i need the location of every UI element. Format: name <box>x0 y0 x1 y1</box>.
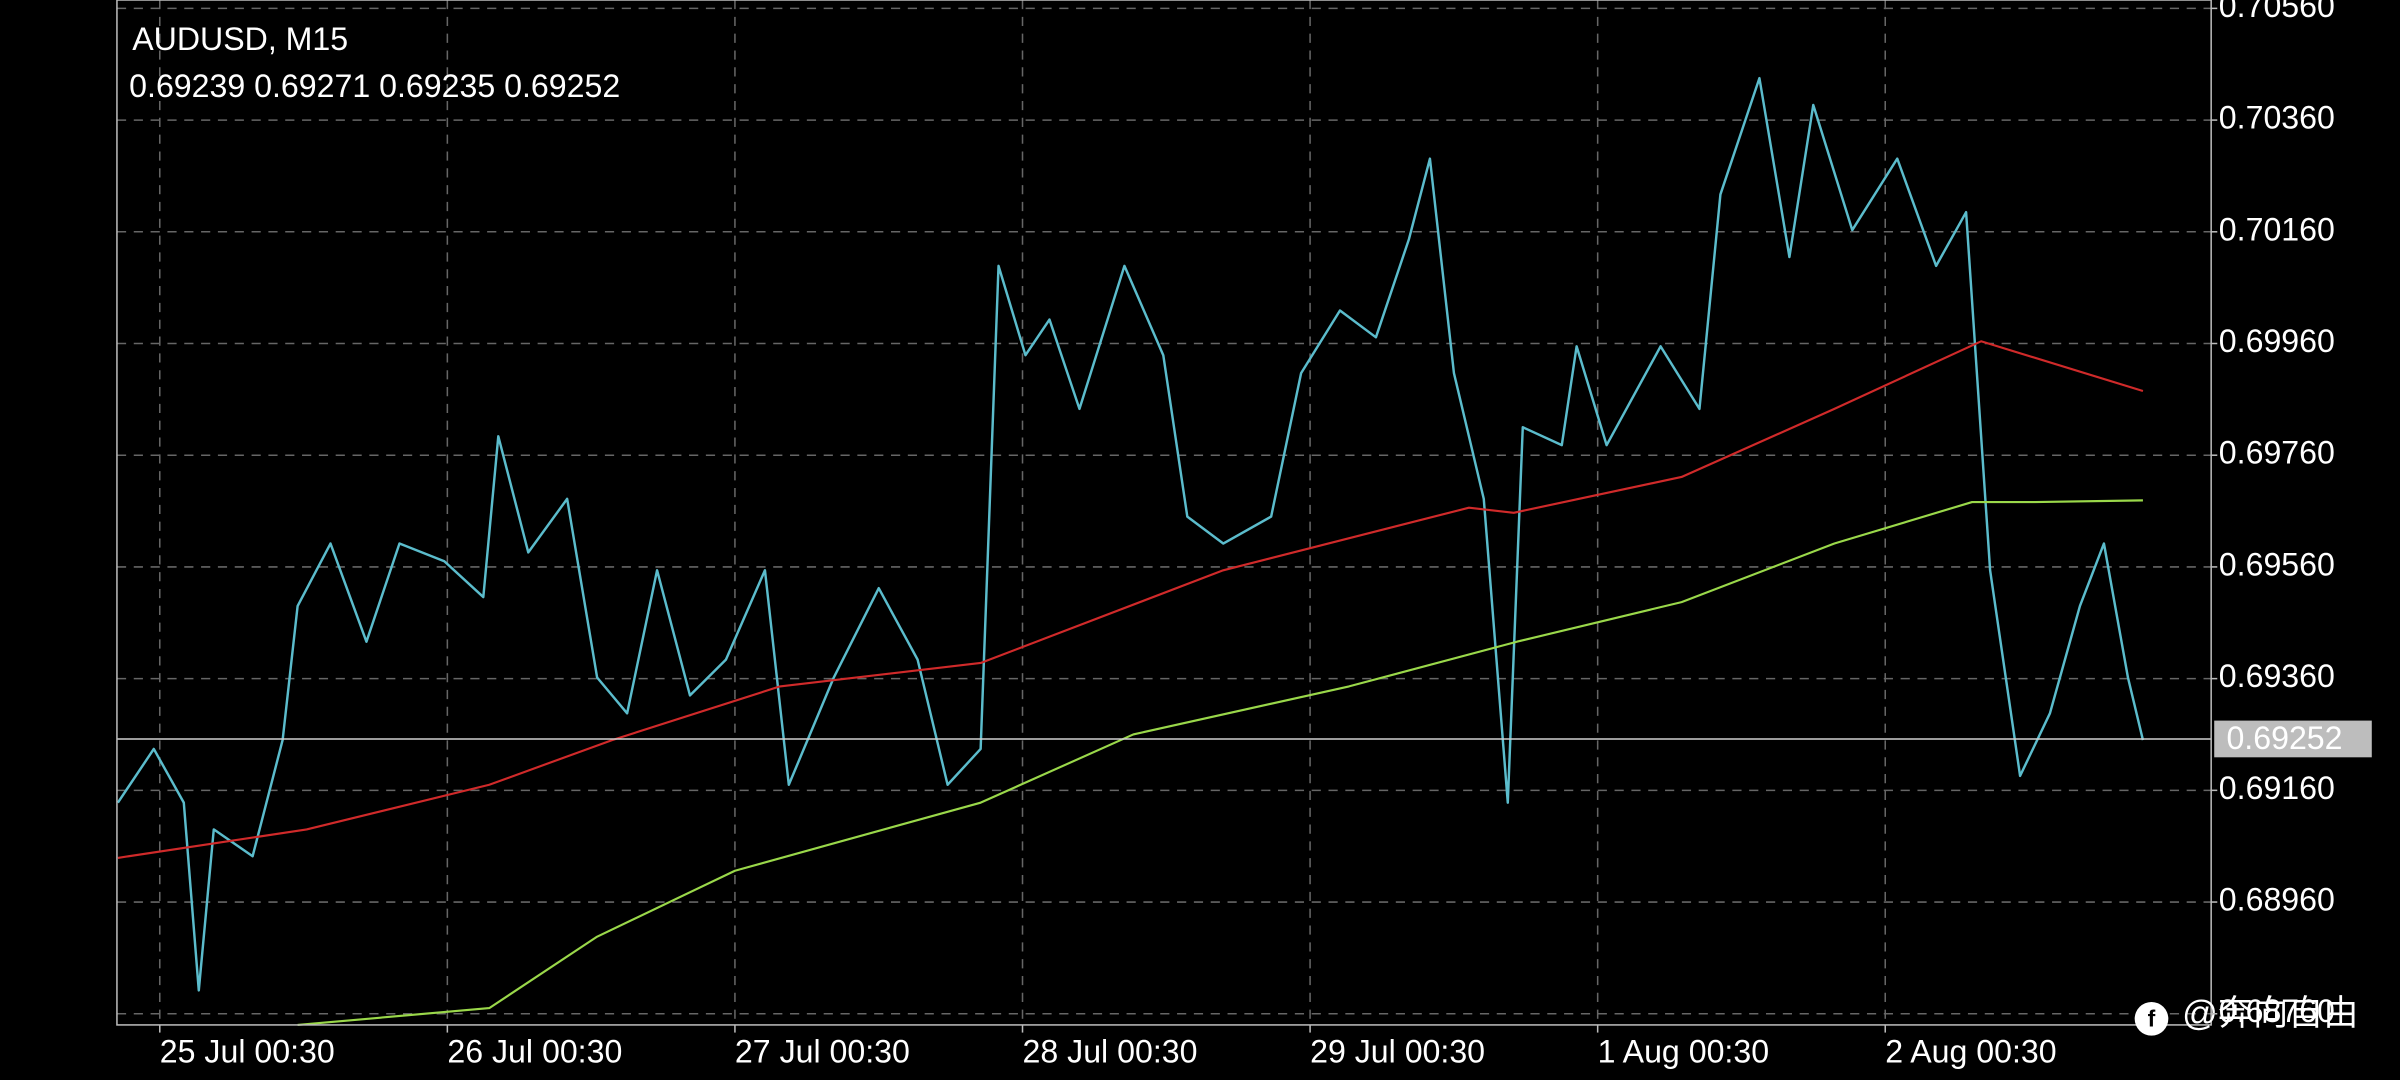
series-line <box>117 340 2144 859</box>
plot-frame <box>116 0 2212 1026</box>
x-tick-label: 28 Jul 00:30 <box>1023 1033 1198 1069</box>
x-tick-label: 2 Aug 00:30 <box>1885 1033 2056 1069</box>
ohlc-readout: 0.69239 0.69271 0.69235 0.69252 <box>129 68 620 104</box>
y-tick-label: 0.70360 <box>2219 100 2335 136</box>
x-tick-label: 26 Jul 00:30 <box>447 1033 622 1069</box>
watermark-icon <box>2134 1001 2169 1036</box>
y-tick-label: 0.69160 <box>2219 770 2335 806</box>
series-line <box>116 76 2145 992</box>
series-line <box>297 499 2143 1026</box>
current-price-label: 0.69252 <box>2226 720 2342 756</box>
price-lines <box>116 76 2212 1026</box>
current-price-box <box>2214 720 2372 758</box>
x-tick-label: 29 Jul 00:30 <box>1310 1033 1485 1069</box>
y-tick-label: 0.68760 <box>2219 993 2335 1029</box>
x-tick-label: 1 Aug 00:30 <box>1598 1033 1769 1069</box>
watermark-icon-glyph: f <box>2148 1005 2156 1031</box>
y-tick-label: 0.69960 <box>2219 323 2335 359</box>
y-tick-label: 0.69360 <box>2219 658 2335 694</box>
chart-title: AUDUSD, M15 <box>132 21 348 57</box>
x-tick-label: 27 Jul 00:30 <box>735 1033 910 1069</box>
y-tick-label: 0.69560 <box>2219 546 2335 582</box>
y-tick-label: 0.68960 <box>2219 882 2335 918</box>
grid <box>116 0 2212 1025</box>
y-tick-label: 0.69760 <box>2219 435 2335 471</box>
y-tick-label: 0.70160 <box>2219 211 2335 247</box>
y-tick-label: 0.70560 <box>2219 0 2335 24</box>
x-tick-label: 25 Jul 00:30 <box>160 1033 335 1069</box>
